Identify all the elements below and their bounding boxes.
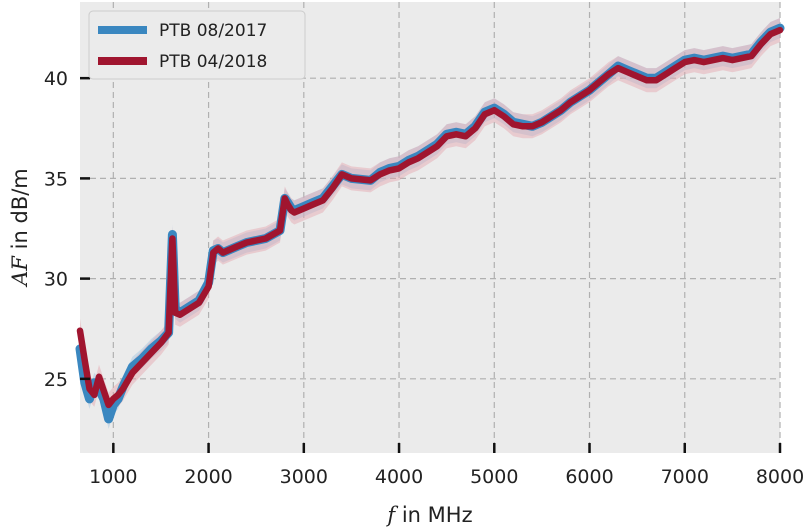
legend-label-ptb-2018: PTB 04/2018: [159, 52, 267, 72]
y-tick-label: 25: [44, 369, 68, 391]
series-line-1: [76, 26, 784, 409]
y-tick-labels: 25 30 35 40: [44, 68, 68, 391]
y-tick-label: 40: [44, 68, 68, 90]
x-tick-labels: 1000 2000 3000 4000 5000 6000 7000 8000: [89, 466, 804, 488]
x-tick-label: 5000: [470, 466, 518, 488]
tick-marks: [80, 76, 782, 453]
x-tick-label: 4000: [375, 466, 423, 488]
legend-label-ptb-2017: PTB 08/2017: [159, 21, 267, 41]
x-tick-label: 2000: [184, 466, 232, 488]
x-tick-label: 3000: [280, 466, 328, 488]
x-tick-label: 6000: [565, 466, 613, 488]
series-lines: [75, 23, 785, 424]
y-tick-label: 30: [44, 269, 68, 291]
y-tick-label: 35: [44, 168, 68, 190]
x-tick-label: 7000: [661, 466, 709, 488]
x-tick-label: 1000: [89, 466, 137, 488]
x-axis-label: f in MHz: [385, 503, 472, 527]
y-axis-label: AF in dB/m: [8, 168, 32, 288]
legend: PTB 08/2017 PTB 04/2018: [88, 10, 306, 80]
x-tick-label: 8000: [756, 466, 804, 488]
